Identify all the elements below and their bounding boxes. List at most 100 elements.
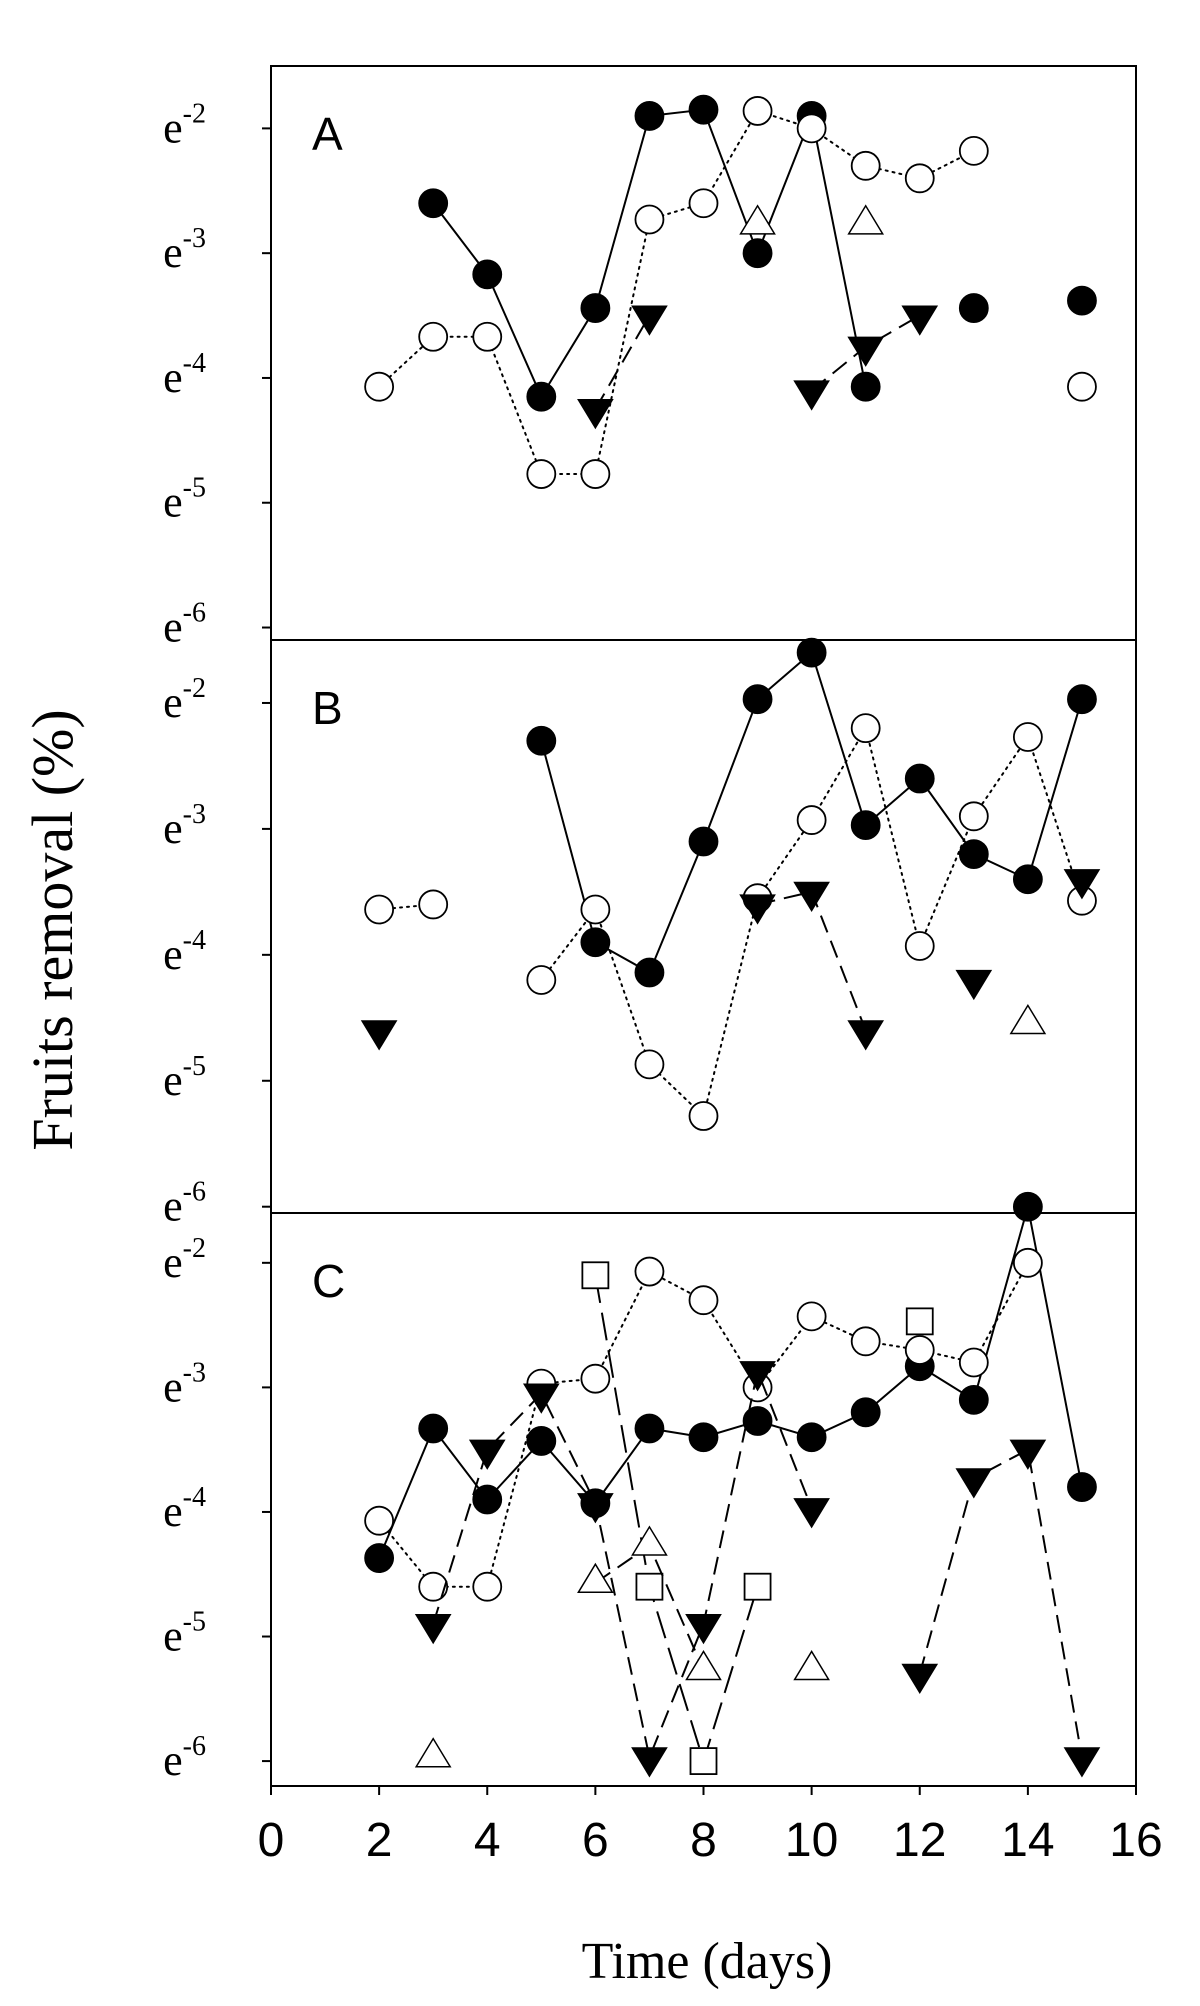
series-line [594,1544,705,1671]
series-open-circle [364,713,1097,1131]
data-point [1012,1191,1043,1222]
series-filled-circle [364,1191,1097,1573]
data-point [1009,1439,1047,1470]
data-point [414,1613,452,1645]
data-point [688,1422,719,1453]
x-tick-label: 16 [1109,1814,1162,1867]
data-point [1067,371,1097,402]
panel-c: e-2 e-3 e-4 e-5 e-6 C [163,1191,1137,1787]
data-point [418,1413,449,1444]
data-point [958,293,989,323]
series-line [918,1448,1083,1758]
y-tick-label: e-5 [163,473,206,527]
data-point [904,1335,935,1365]
y-tick-label: e-3 [163,1357,206,1411]
y-tick-label: e-2 [163,98,206,152]
y-tick-label: e-4 [163,925,206,979]
data-point [526,1426,557,1456]
series-filled-triangle-down [414,1361,1101,1778]
data-point [743,1572,772,1601]
data-point [685,1613,722,1645]
data-point [688,188,719,219]
data-point [577,399,614,430]
data-point [1012,1247,1043,1278]
data-point [522,1383,560,1414]
panel-frame [270,65,1137,641]
data-point [850,713,881,744]
data-point [1012,722,1043,752]
series-open-triangle-up [739,204,885,235]
y-tick-label: e-3 [163,223,206,277]
data-point [793,1498,830,1529]
data-point [1067,684,1097,715]
series-filled-triangle-down [360,869,1101,1051]
data-point [796,113,827,144]
y-tick-label: e-4 [163,1482,206,1536]
data-point [850,150,881,181]
data-point [796,805,827,835]
data-point [634,957,665,988]
data-point [739,1361,776,1392]
data-point [526,965,557,995]
data-point [364,1543,395,1573]
data-point [958,1384,989,1415]
panel-label: A [312,108,343,160]
data-point [685,1650,722,1681]
data-point [1063,869,1101,900]
data-point [688,826,719,857]
y-tick-label: e-6 [163,598,206,652]
data-point [1067,285,1097,316]
data-point [742,684,773,715]
data-point [688,1285,719,1316]
data-point [955,969,993,1001]
data-point [364,371,395,402]
x-axis: 0 2 4 6 8 10 12 14 16 [258,1786,1163,1867]
x-axis-title: Time (days) [582,1933,833,1990]
y-axis-title: Fruits removal (%) [20,709,85,1150]
data-point [904,163,935,194]
data-point [634,204,665,235]
x-tick-label: 14 [1001,1814,1054,1867]
data-point [904,763,935,794]
data-point [958,135,989,166]
series-filled-circle [418,94,1097,412]
data-point [418,188,449,219]
x-tick-label: 12 [893,1814,946,1867]
y-tick-label: e-6 [163,1177,206,1231]
data-point [472,321,503,352]
data-point [472,1571,503,1602]
data-point [580,1363,611,1394]
series-line [594,1275,759,1765]
data-point [580,894,611,925]
data-point [526,459,557,489]
data-point [526,381,557,412]
data-point [418,889,449,920]
data-point [796,1422,827,1453]
data-point [634,1049,665,1080]
data-point [847,1020,885,1051]
data-point [418,1571,449,1602]
data-point [793,380,830,411]
series-line [378,109,975,476]
panel-b: e-2 e-3 e-4 e-5 e-6 B [163,637,1137,1231]
data-point [364,894,395,925]
data-point [581,1261,610,1290]
data-point [796,637,827,668]
data-point [1009,1003,1047,1035]
data-point [850,371,881,402]
series-line [594,315,651,410]
series-filled-circle [526,637,1097,988]
data-point [905,1307,934,1336]
data-point [364,1505,395,1536]
data-point [634,101,665,131]
data-point [1063,1747,1101,1778]
data-point [793,881,830,913]
panel-label: B [312,682,343,734]
y-tick-label: e-6 [163,1731,206,1785]
data-point [580,927,611,958]
data-point [414,1737,452,1768]
data-point [526,725,557,756]
series-open-triangle-up [414,1525,830,1768]
data-point [634,1256,665,1287]
